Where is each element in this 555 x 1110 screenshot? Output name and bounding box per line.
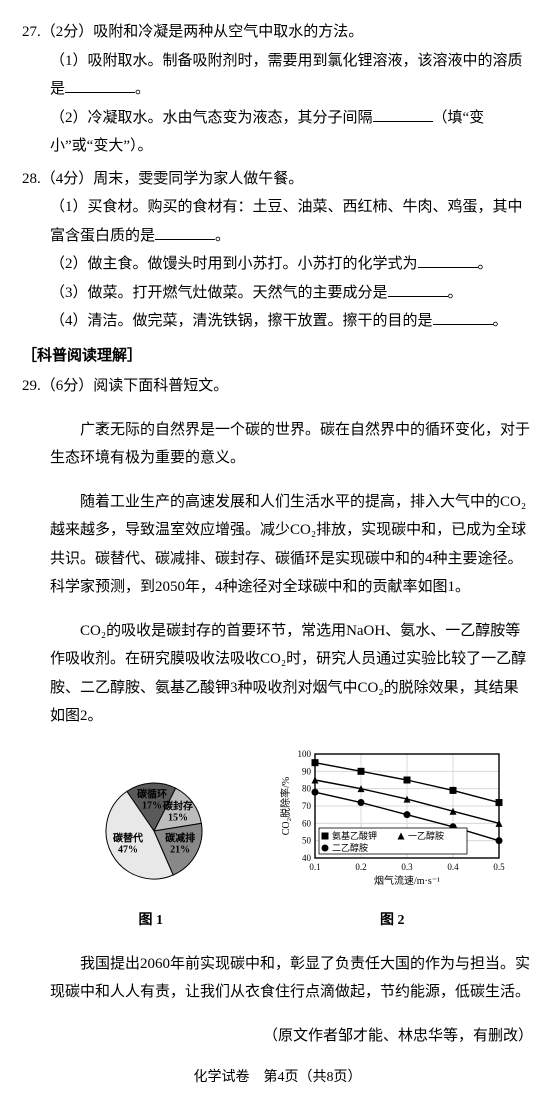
blank[interactable] [388,281,448,297]
svg-text:100: 100 [298,749,312,759]
q27-sub2: （2）冷凝取水。水由气态变为液态，其分子间隔（填“变小”或“变大”）。 [22,104,533,161]
blank[interactable] [433,309,493,325]
page-footer: 化学试卷 第4页（共8页） [22,1065,533,1092]
svg-text:40: 40 [302,853,312,863]
q28-points: （4分） [41,171,94,187]
figure-1-caption: 图 1 [76,908,226,935]
q29-para3: CO₂的吸收是碳封存的首要环节，常选用NaOH、氨水、一乙醇胺等作吸收剂。在研究… [50,617,533,731]
svg-text:CO₂脱除率/%: CO₂脱除率/% [279,776,292,835]
q28-sub2: （2）做主食。做馒头时用到小苏打。小苏打的化学式为 。 [22,250,533,279]
section-header: ［科普阅读理解］ [22,342,533,371]
svg-text:80: 80 [302,783,312,793]
svg-text:70: 70 [302,801,312,811]
svg-text:碳替代: 碳替代 [113,831,143,844]
figure-1-pie: 碳循环17%碳封存15% 碳减排21% 碳替代47% [76,766,226,896]
q28-p3-post: 。 [448,285,463,301]
svg-text:50: 50 [302,835,312,845]
q27-stem: 吸附和冷凝是两种从空气中取水的方法。 [93,24,363,40]
svg-text:碳循环: 碳循环 [137,787,167,800]
question-28: 28.（4分）周末，雯雯同学为家人做午餐。 （1）买食材。购买的食材有：土豆、油… [22,165,533,336]
q27-points: （2分） [41,24,94,40]
q29-para2: 随着工业生产的高速发展和人们生活水平的提高，排入大气中的CO₂越来越多，导致温室… [50,488,533,602]
q27-p2-pre: （2）冷凝取水。水由气态变为液态，其分子间隔 [50,110,373,126]
q28-p2-post: 。 [478,256,493,272]
svg-text:0.3: 0.3 [402,862,414,872]
q29-points: （6分） [41,378,94,394]
question-29: 29.（6分）阅读下面科普短文。 广袤无际的自然界是一个碳的世界。碳在自然界中的… [22,372,533,1050]
svg-text:0.1: 0.1 [310,862,321,872]
q28-sub1: （1）买食材。购买的食材有：土豆、油菜、西红柿、牛肉、鸡蛋，其中富含蛋白质的是。 [22,193,533,250]
question-27: 27.（2分）吸附和冷凝是两种从空气中取水的方法。 （1）吸附取水。制备吸附剂时… [22,18,533,161]
svg-text:氨基乙酸钾: 氨基乙酸钾 [332,830,377,841]
q29-stem: 阅读下面科普短文。 [93,378,228,394]
figure-2-caption: 图 2 [277,908,507,935]
blank[interactable] [418,252,478,268]
q28-num: 28. [22,171,41,187]
q28-sub4: （4）清洁。做完菜，清洗铁锅，擦干放置。擦干的目的是 。 [22,307,533,336]
blank[interactable] [65,77,135,93]
q27-num: 27. [22,24,41,40]
q28-p4-post: 。 [493,313,508,329]
svg-text:一乙醇胺: 一乙醇胺 [408,830,444,841]
q29-para4: 我国提出2060年前实现碳中和，彰显了负责任大国的作为与担当。实现碳中和人人有责… [50,950,533,1007]
figure-2-wrap: 0.1 0.2 0.3 0.4 0.5 40 50 60 70 80 90 100 烟气流速/m·s⁻¹… [277,746,507,935]
svg-text:二乙醇胺: 二乙醇胺 [332,842,368,853]
q28-p1-pre: （1）买食材。购买的食材有：土豆、油菜、西红柿、牛肉、鸡蛋，其中富含蛋白质的是 [50,199,523,244]
q29-para1: 广袤无际的自然界是一个碳的世界。碳在自然界中的循环变化，对于生态环境有极为重要的… [50,416,533,473]
q28-p2-pre: （2）做主食。做馒头时用到小苏打。小苏打的化学式为 [50,256,418,272]
svg-text:0.2: 0.2 [356,862,367,872]
svg-text:烟气流速/m·s⁻¹: 烟气流速/m·s⁻¹ [374,874,440,887]
svg-text:21%: 21% [170,844,190,855]
svg-text:15%: 15% [168,812,188,823]
figures-row: 碳循环17%碳封存15%碳减排21%碳替代47% 图 1 0.10.20.30.… [50,746,533,935]
svg-text:47%: 47% [118,844,138,855]
q28-p3-pre: （3）做菜。打开燃气灶做菜。天然气的主要成分是 [50,285,388,301]
q29-body: 广袤无际的自然界是一个碳的世界。碳在自然界中的循环变化，对于生态环境有极为重要的… [22,416,533,1051]
figure-1-wrap: 碳循环17%碳封存15% 碳减排21% 碳替代47% 图 1 [76,766,226,935]
figure-2-chart: 0.1 0.2 0.3 0.4 0.5 40 50 60 70 80 90 100 烟气流速/m·s⁻¹… [277,746,507,896]
q27-sub1: （1）吸附取水。制备吸附剂时，需要用到氯化锂溶液，该溶液中的溶质是。 [22,47,533,104]
q28-stem: 周末，雯雯同学为家人做午餐。 [93,171,303,187]
svg-text:60: 60 [302,818,312,828]
svg-text:碳减排: 碳减排 [165,831,195,844]
q27-p1-post: 。 [135,81,150,97]
q28-sub3: （3）做菜。打开燃气灶做菜。天然气的主要成分是 。 [22,279,533,308]
svg-text:90: 90 [302,766,312,776]
blank[interactable] [373,106,433,122]
q29-source: （原文作者邹才能、林忠华等，有删改） [50,1022,533,1051]
q28-p4-pre: （4）清洁。做完菜，清洗铁锅，擦干放置。擦干的目的是 [50,313,433,329]
blank[interactable] [155,224,215,240]
svg-text:0.4: 0.4 [448,862,460,872]
svg-text:17%: 17% [142,800,162,811]
q29-num: 29. [22,378,41,394]
svg-text:碳封存: 碳封存 [163,799,193,812]
svg-text:0.5: 0.5 [494,862,506,872]
q28-p1-post: 。 [215,228,230,244]
